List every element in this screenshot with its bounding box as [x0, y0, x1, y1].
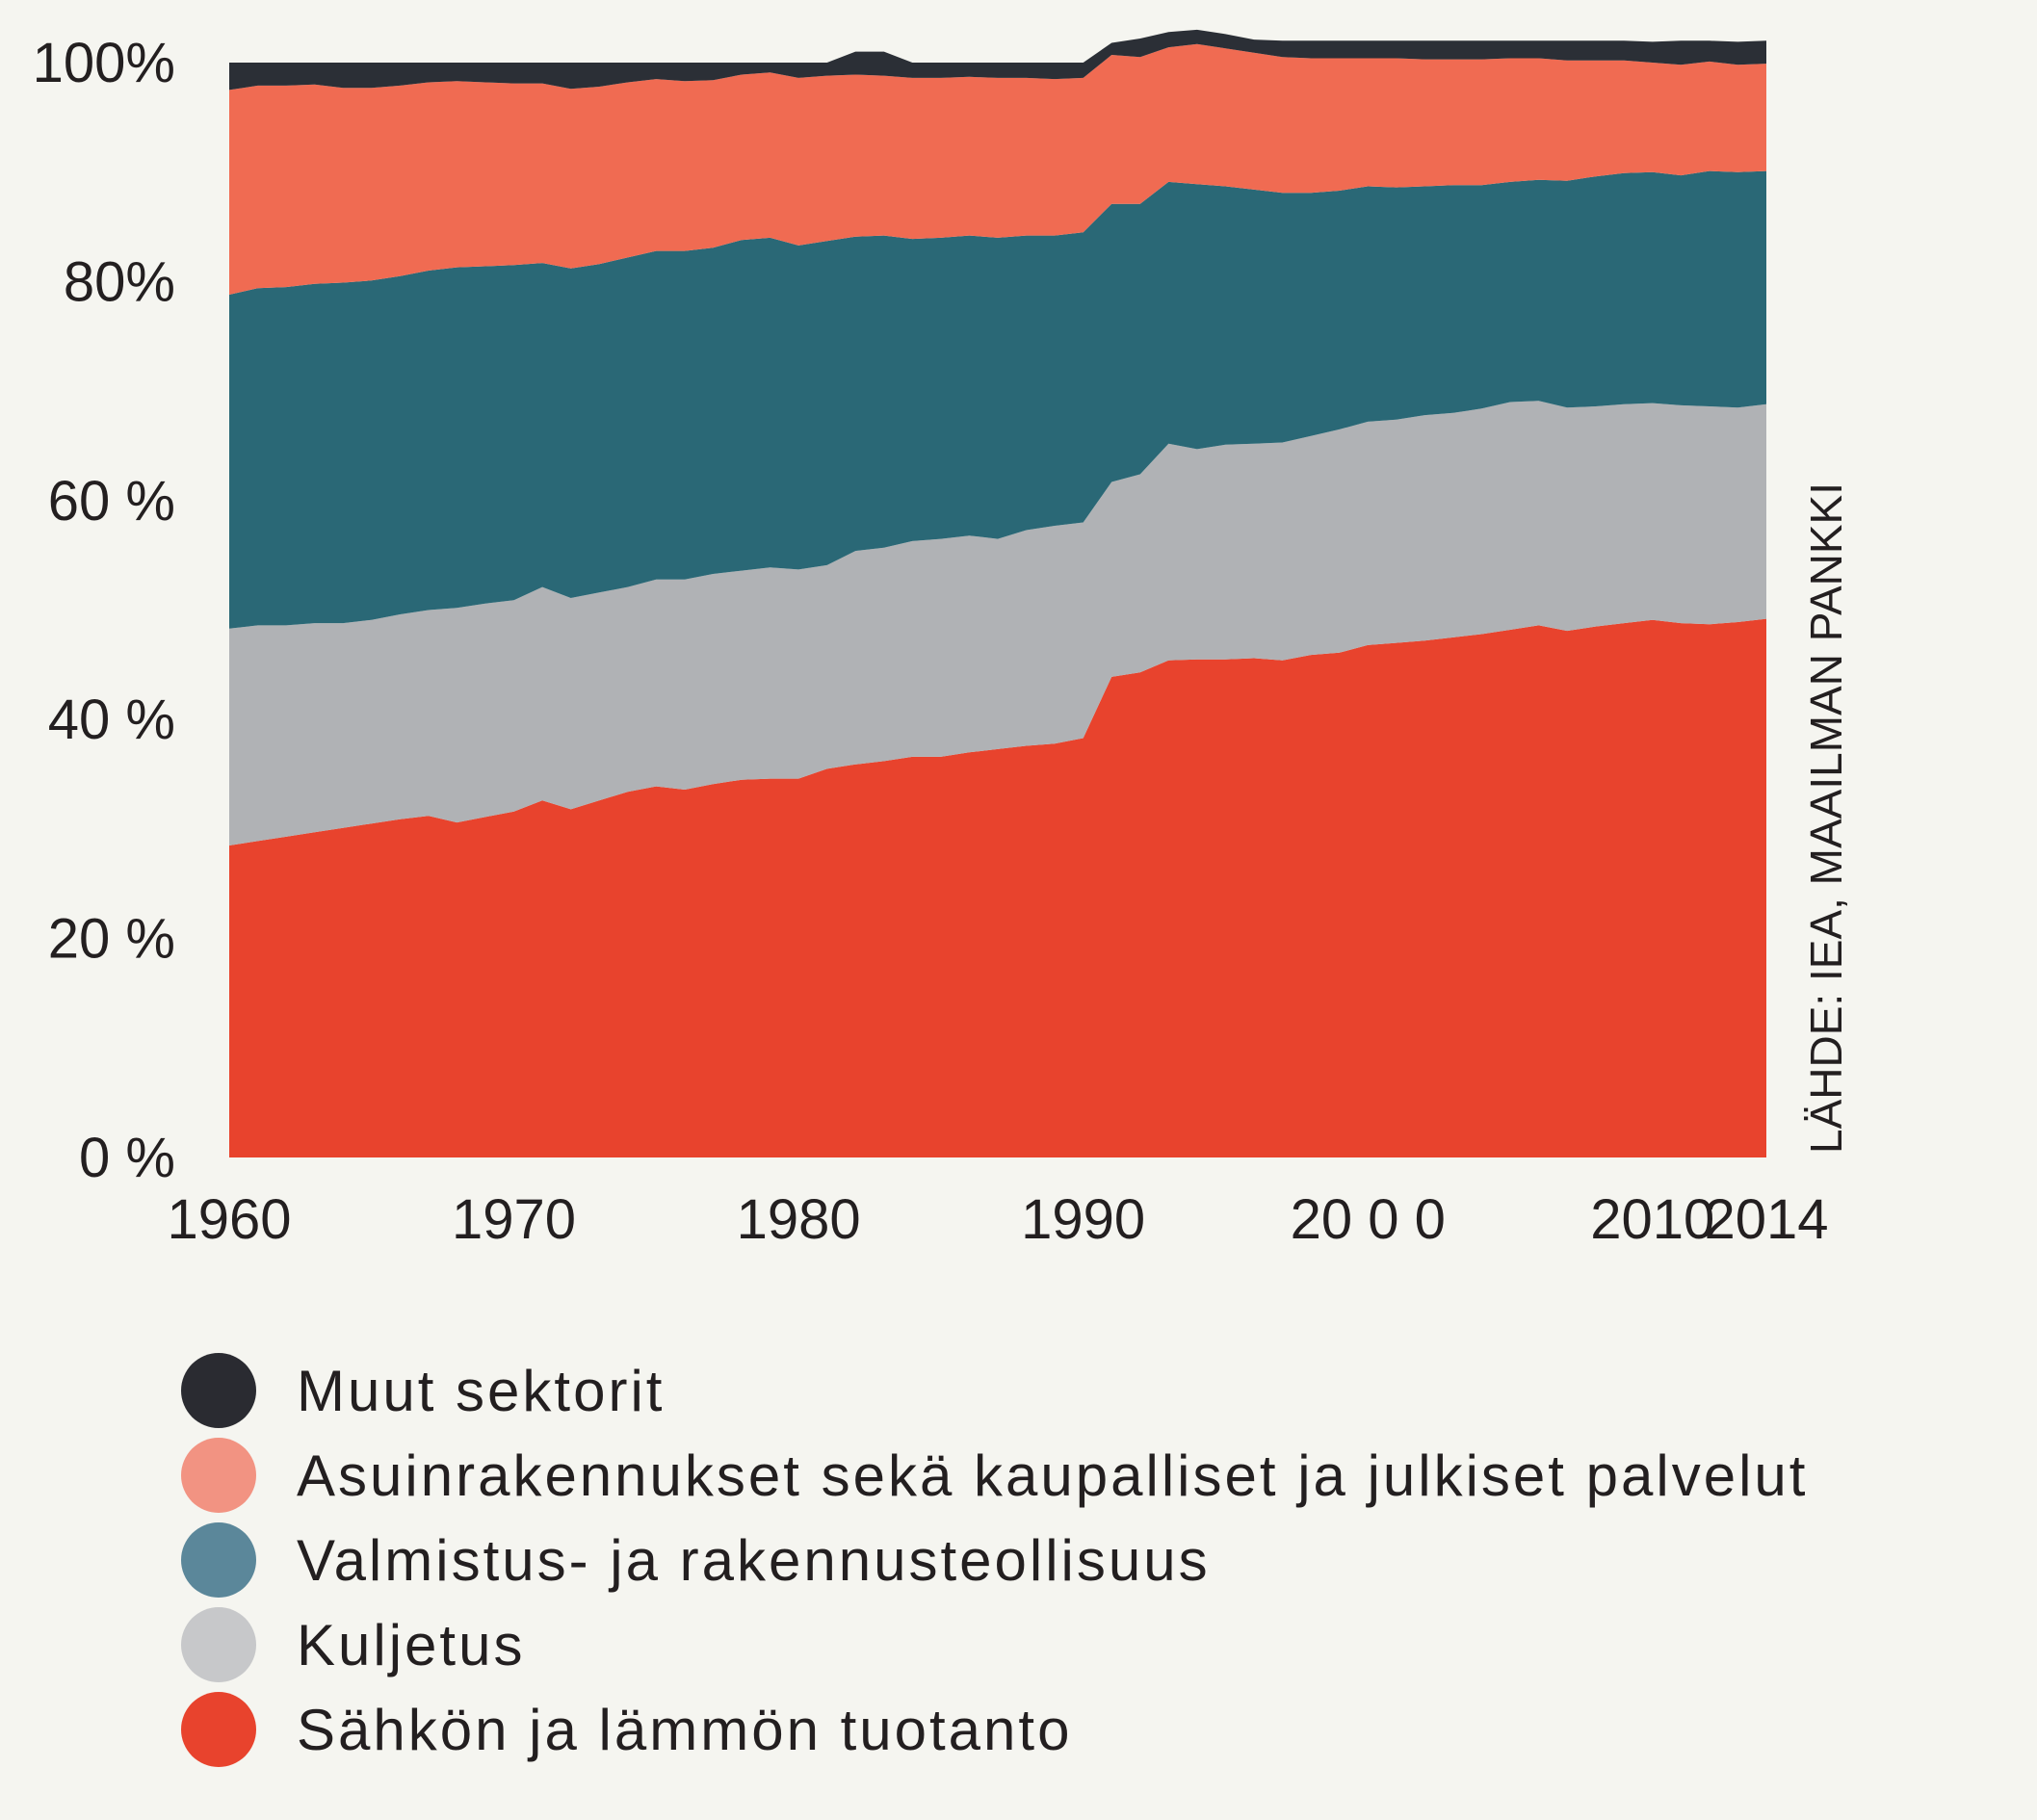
area-muut-sektorit — [229, 29, 1766, 91]
legend-swatch-asuinrakennukset — [181, 1438, 256, 1513]
x-tick-label: 20 0 0 — [1291, 1188, 1446, 1251]
x-tick-label: 1980 — [737, 1188, 861, 1251]
legend-label-sahkon-tuotanto: Sähkön ja lämmön tuotanto — [297, 1697, 1073, 1762]
legend-swatch-muut-sektorit — [181, 1353, 256, 1428]
legend-label-kuljetus: Kuljetus — [297, 1612, 526, 1677]
y-tick-label: 20 % — [48, 908, 175, 971]
legend-item-sahkon-tuotanto: Sähkön ja lämmön tuotanto — [181, 1687, 1808, 1772]
legend-item-asuinrakennukset: Asuinrakennukset sekä kaupalliset ja jul… — [181, 1433, 1808, 1518]
legend-label-asuinrakennukset: Asuinrakennukset sekä kaupalliset ja jul… — [297, 1443, 1809, 1508]
x-tick-label: 1970 — [452, 1188, 576, 1251]
legend-label-muut-sektorit: Muut sektorit — [297, 1358, 666, 1423]
x-tick-label: 1960 — [167, 1188, 291, 1251]
area-kuljetus — [229, 401, 1766, 845]
legend-swatch-sahkon-tuotanto — [181, 1692, 256, 1767]
area-series-group — [229, 29, 1766, 1157]
area-valmistus-ja-rakennusteollisuus — [229, 170, 1766, 629]
y-axis-ticks: 0 % 20 % 40 % 60 % 80% 100% — [33, 32, 175, 1189]
y-tick-label: 80% — [64, 250, 175, 313]
area-asuinrakennukset-seka-kaupalliset-ja-julkiset-palvelut — [229, 43, 1766, 295]
area-sahkon-ja-lammon-tuotanto — [229, 618, 1766, 1157]
y-tick-label: 0 % — [79, 1127, 175, 1189]
x-tick-label: 1990 — [1021, 1188, 1145, 1251]
y-tick-label: 100% — [33, 32, 175, 94]
legend-item-muut-sektorit: Muut sektorit — [181, 1348, 1808, 1433]
stacked-area-chart: 0 % 20 % 40 % 60 % 80% 100% 1960 1970 1980 1990 2… — [33, 29, 1851, 1251]
x-tick-label: 2010 — [1590, 1188, 1714, 1251]
legend-swatch-kuljetus — [181, 1607, 256, 1682]
source-note: LÄHDE: IEA, MAAILMAN PANKKI — [1801, 482, 1851, 1154]
legend: Muut sektorit Asuinrakennukset sekä kaup… — [181, 1348, 1808, 1772]
x-tick-label: 2014 — [1704, 1188, 1828, 1251]
y-tick-label: 60 % — [48, 470, 175, 533]
legend-label-valmistus: Valmistus- ja rakennusteollisuus — [297, 1527, 1211, 1593]
legend-item-kuljetus: Kuljetus — [181, 1602, 1808, 1687]
legend-swatch-valmistus — [181, 1522, 256, 1598]
legend-item-valmistus: Valmistus- ja rakennusteollisuus — [181, 1518, 1808, 1602]
y-tick-label: 40 % — [48, 689, 175, 751]
